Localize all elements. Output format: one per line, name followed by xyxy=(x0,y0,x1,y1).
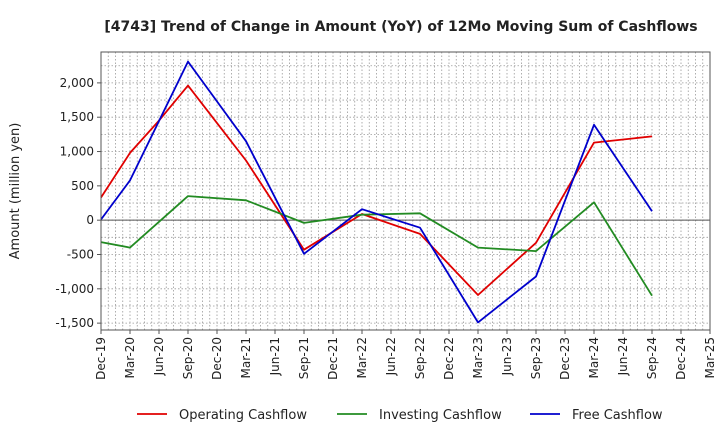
x-tick-label: Sep-21 xyxy=(297,337,311,379)
x-tick-label: Sep-24 xyxy=(645,337,659,379)
x-tick-label: Jun-20 xyxy=(152,337,166,376)
x-tick-label: Dec-22 xyxy=(442,337,456,380)
series-lines xyxy=(100,60,653,324)
y-tick-label: -1,000 xyxy=(55,282,94,296)
x-tick-label: Jun-24 xyxy=(616,337,630,376)
x-tick-label: Sep-22 xyxy=(413,337,427,379)
x-tick-label: Dec-19 xyxy=(94,337,108,380)
x-tick-label: Mar-23 xyxy=(471,337,485,378)
y-tick-label: 0 xyxy=(86,213,94,227)
y-tick-label: 1,500 xyxy=(60,110,94,124)
y-tick-label: -1,500 xyxy=(55,316,94,330)
y-axis-label: Amount (million yen) xyxy=(8,123,23,260)
gridlines xyxy=(101,52,710,330)
x-tick-label: Jun-22 xyxy=(384,337,398,376)
legend-label: Investing Cashflow xyxy=(379,408,502,423)
y-tick-label: 1,000 xyxy=(60,145,94,159)
x-tick-label: Mar-22 xyxy=(355,337,369,378)
legend-label: Operating Cashflow xyxy=(179,408,307,423)
x-tick-label: Jun-23 xyxy=(500,337,514,376)
y-tick-label: 500 xyxy=(71,179,94,193)
plot-area xyxy=(100,51,711,331)
x-tick-label: Jun-21 xyxy=(268,337,282,376)
plot-border xyxy=(100,51,711,331)
x-axis-ticks: Dec-19 Mar-20 Jun-20 Sep-20 Dec-20 Mar-21 Jun-… xyxy=(94,330,717,380)
y-tick-label: 2,000 xyxy=(60,76,94,90)
legend: Operating Cashflow Investing Cashflow Free… xyxy=(137,408,663,423)
y-axis-ticks: -1,500 -1,000 -500 0 500 1,000 1,500 2,000 xyxy=(55,76,101,330)
x-tick-label: Dec-24 xyxy=(674,337,688,380)
y-tick-label: -500 xyxy=(67,247,94,261)
x-tick-label: Mar-20 xyxy=(123,337,137,378)
chart-title: [4743] Trend of Change in Amount (YoY) o… xyxy=(104,19,697,35)
x-tick-label: Dec-23 xyxy=(558,337,572,380)
series-line-free-cashflow xyxy=(100,60,653,324)
x-tick-label: Mar-21 xyxy=(239,337,253,378)
x-tick-label: Mar-25 xyxy=(703,337,717,378)
x-tick-label: Sep-20 xyxy=(181,337,195,379)
x-tick-label: Sep-23 xyxy=(529,337,543,379)
x-tick-label: Dec-20 xyxy=(210,337,224,380)
legend-label: Free Cashflow xyxy=(572,408,663,423)
series-line-investing-cashflow xyxy=(100,195,653,297)
x-tick-label: Dec-21 xyxy=(326,337,340,380)
x-tick-label: Mar-24 xyxy=(587,337,601,378)
